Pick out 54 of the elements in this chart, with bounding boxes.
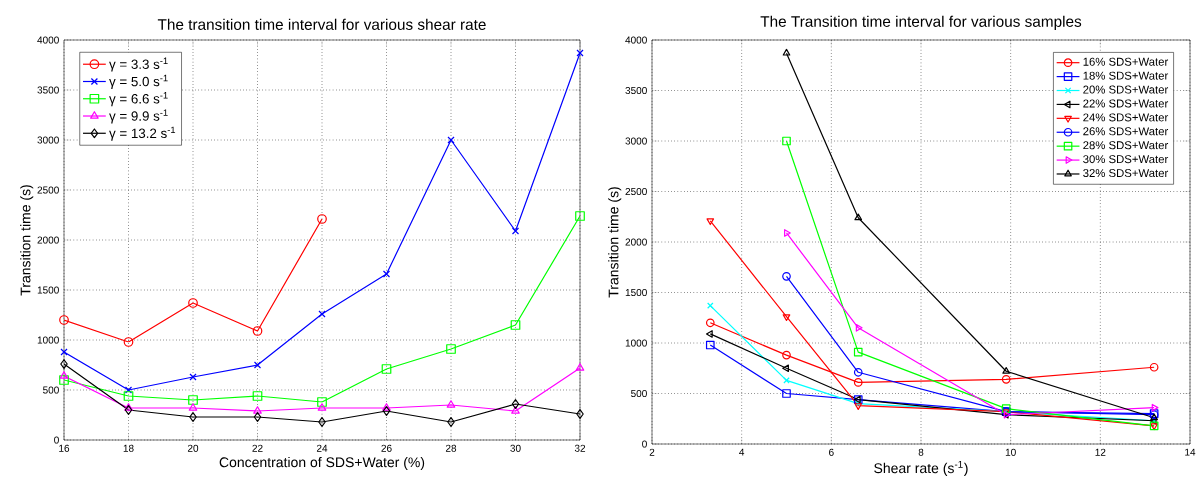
x-tick-label: 20 xyxy=(187,444,199,452)
x-tick-label: 22 xyxy=(252,444,263,452)
y-tick-label: 1000 xyxy=(625,339,647,347)
y-tick-label: 2500 xyxy=(37,186,59,194)
legend-label: 30% SDS+Water xyxy=(1083,155,1169,164)
y-axis-title: Transition time (s) xyxy=(608,187,622,298)
y-tick-label: 1500 xyxy=(625,288,647,297)
y-tick-label: 4000 xyxy=(625,36,647,44)
legend-label: γ = 3.3 s$^{-1}$ xyxy=(109,57,168,72)
legend-label: γ = 6.6 s$^{-1}$ xyxy=(109,92,168,107)
x-tick-label: 30 xyxy=(510,444,521,452)
x-tick-label: 14 xyxy=(1185,448,1196,456)
y-tick-label: 3500 xyxy=(37,86,59,94)
y-tick-label: 3000 xyxy=(37,136,59,144)
x-tick-label: 8 xyxy=(918,448,924,456)
chart-title: The Transition time interval for various samples xyxy=(760,15,1082,30)
y-tick-label: 1000 xyxy=(37,336,59,344)
x-tick-label: 6 xyxy=(829,448,834,456)
y-tick-label: 2500 xyxy=(625,187,647,196)
legend-label: 18% SDS+Water xyxy=(1083,71,1169,80)
legend-label: 28% SDS+Water xyxy=(1083,141,1169,150)
x-tick-label: 4 xyxy=(739,448,745,456)
legend-label: γ = 13.2 s$^{-1}$ xyxy=(109,126,176,141)
legend-label: 20% SDS+Water xyxy=(1083,85,1169,94)
x-axis-title: Concentration of SDS+Water (%) xyxy=(219,456,425,470)
x-tick-label: 16 xyxy=(59,444,70,452)
y-axis-title: Transition time (s) xyxy=(20,185,34,296)
legend-label: 22% SDS+Water xyxy=(1083,99,1169,108)
legend-label: 16% SDS+Water xyxy=(1083,57,1169,66)
y-tick-label: 500 xyxy=(43,386,59,394)
x-tick-label: 24 xyxy=(316,444,328,452)
legend-label: γ = 5.0 s$^{-1}$ xyxy=(109,74,168,89)
legend-label: 32% SDS+Water xyxy=(1083,169,1169,178)
y-tick-label: 2000 xyxy=(37,236,59,244)
y-tick-label: 0 xyxy=(54,436,59,444)
y-tick-label: 0 xyxy=(642,440,647,448)
y-tick-label: 2000 xyxy=(625,238,647,246)
x-tick-label: 18 xyxy=(123,444,134,452)
x-tick-label: 32 xyxy=(574,444,586,452)
x-tick-label: 10 xyxy=(1005,448,1016,456)
legend-label: 24% SDS+Water xyxy=(1083,113,1169,122)
y-tick-label: 4000 xyxy=(37,36,59,44)
chart-title: The transition time interval for various shear rate xyxy=(157,18,486,30)
legend-label: 26% SDS+Water xyxy=(1083,127,1169,136)
x-axis-title: Shear rate (s$^{-1}$) xyxy=(874,460,968,476)
y-tick-label: 1500 xyxy=(37,286,59,294)
x-tick-label: 28 xyxy=(445,444,457,452)
y-tick-label: 3000 xyxy=(625,137,647,145)
x-tick-label: 2 xyxy=(649,448,655,456)
x-tick-label: 26 xyxy=(381,444,392,452)
x-tick-label: 12 xyxy=(1095,448,1106,456)
legend-label: γ = 9.9 s$^{-1}$ xyxy=(109,109,168,124)
y-tick-label: 3500 xyxy=(625,86,647,95)
y-tick-label: 500 xyxy=(631,389,647,398)
